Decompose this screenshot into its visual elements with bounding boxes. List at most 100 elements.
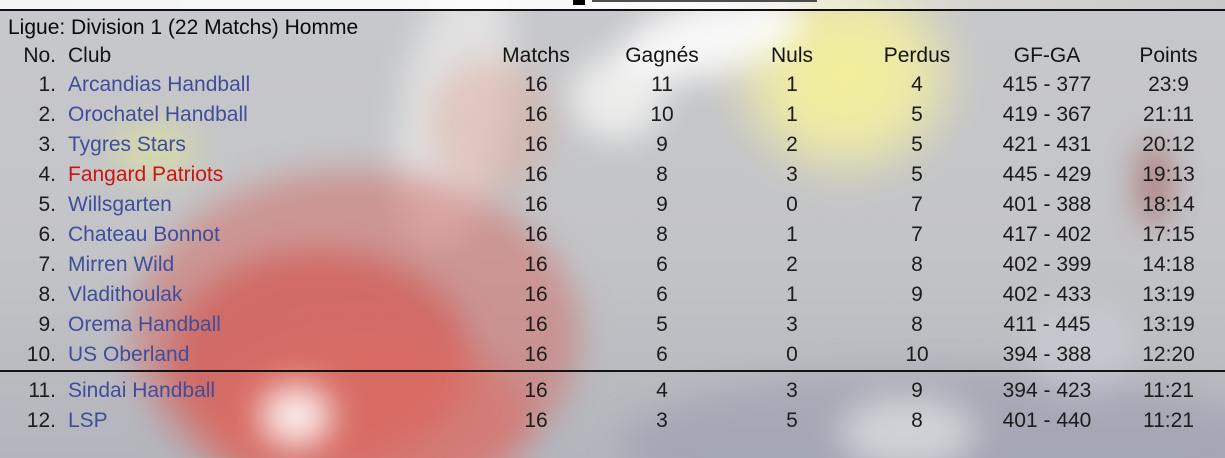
club-name-link[interactable]: Tygres Stars [68, 133, 186, 156]
club-name-link[interactable]: LSP [68, 409, 108, 432]
rank-cell: 10. [26, 343, 56, 366]
draws-cell: 3 [786, 313, 798, 336]
wins-cell: 6 [656, 283, 668, 306]
club-name-link[interactable]: Sindai Handball [68, 379, 216, 402]
goals-for-against-cell: 419 - 367 [1002, 103, 1092, 126]
matches-cell: 16 [524, 193, 548, 216]
relegation-separator-line [0, 370, 1225, 376]
losses-cell: 9 [911, 283, 923, 306]
matches-cell: 16 [524, 313, 548, 336]
losses-cell: 4 [911, 73, 923, 96]
header-perdus: Perdus [883, 44, 951, 67]
highlight-blob [110, 120, 200, 180]
table-row: 4. Fangard Patriots 16 8 3 5 445 - 429 1… [0, 160, 1225, 190]
club-name-link[interactable]: Orochatel Handball [68, 103, 248, 126]
rank-cell: 5. [38, 193, 56, 216]
league-table: Ligue: Division 1 (22 Matchs) Homme No. … [0, 13, 1225, 436]
losses-cell: 7 [911, 223, 923, 246]
losses-cell: 10 [905, 343, 929, 366]
header-club: Club [68, 44, 112, 67]
rank-cell: 11. [28, 379, 56, 402]
losses-cell: 8 [911, 409, 923, 432]
points-cell: 21:11 [1143, 103, 1194, 126]
header-no: No. [23, 44, 56, 67]
draws-cell: 1 [786, 103, 798, 126]
wins-cell: 9 [656, 133, 668, 156]
matches-cell: 16 [524, 283, 548, 306]
club-name-link[interactable]: Mirren Wild [68, 253, 175, 276]
draws-cell: 2 [786, 133, 798, 156]
rank-cell: 9. [38, 313, 56, 336]
points-cell: 17:15 [1142, 223, 1195, 246]
wins-cell: 6 [656, 343, 668, 366]
matches-cell: 16 [524, 379, 548, 402]
club-name-link[interactable]: US Oberland [68, 343, 190, 366]
header-gagnes: Gagnés [625, 44, 699, 67]
points-cell: 13:19 [1142, 283, 1195, 306]
losses-cell: 5 [911, 163, 923, 186]
jersey-number-blob [260, 385, 332, 447]
points-cell: 14:18 [1142, 253, 1195, 276]
goals-for-against-cell: 402 - 433 [1002, 283, 1092, 306]
losses-cell: 5 [911, 133, 923, 156]
wins-cell: 11 [651, 73, 673, 96]
table-row: 10. US Oberland 16 6 0 10 394 - 388 12:2… [0, 340, 1225, 370]
club-name-link[interactable]: Fangard Patriots [68, 163, 224, 186]
club-name-link[interactable]: Willsgarten [68, 193, 172, 216]
club-name-link[interactable]: Vladithoulak [68, 283, 183, 306]
header-matchs: Matchs [502, 44, 570, 67]
header-points: Points [1139, 44, 1198, 67]
rank-cell: 12. [26, 409, 56, 432]
table-row: 6. Chateau Bonnot 16 8 1 7 417 - 402 17:… [0, 220, 1225, 250]
wins-cell: 10 [650, 103, 674, 126]
club-name-link[interactable]: Arcandias Handball [68, 73, 251, 96]
club-name-link[interactable]: Chateau Bonnot [68, 223, 220, 246]
wins-cell: 5 [656, 313, 668, 336]
rank-cell: 8. [38, 283, 56, 306]
wins-cell: 3 [656, 409, 668, 432]
table-row: 1. Arcandias Handball 16 11 1 4 415 - 37… [0, 70, 1225, 100]
table-row: 8. Vladithoulak 16 6 1 9 402 - 433 13:19 [0, 280, 1225, 310]
losses-cell: 8 [911, 313, 923, 336]
rank-cell: 7. [38, 253, 56, 276]
matches-cell: 16 [524, 253, 548, 276]
table-row: 5. Willsgarten 16 9 0 7 401 - 388 18:14 [0, 190, 1225, 220]
highlight-blob [1020, 300, 1140, 395]
points-cell: 13:19 [1142, 313, 1195, 336]
top-strip-band [0, 0, 1225, 11]
losses-cell: 8 [911, 253, 923, 276]
goals-for-against-cell: 411 - 445 [1003, 313, 1091, 336]
highlight-blob [840, 395, 975, 458]
draws-cell: 1 [786, 73, 798, 96]
rank-cell: 6. [38, 223, 56, 246]
draws-cell: 1 [786, 283, 798, 306]
top-strip-tick [573, 0, 585, 5]
table-row: 3. Tygres Stars 16 9 2 5 421 - 431 20:12 [0, 130, 1225, 160]
goals-for-against-cell: 401 - 440 [1002, 409, 1092, 432]
goals-for-against-cell: 445 - 429 [1002, 163, 1092, 186]
losses-cell: 5 [911, 103, 923, 126]
club-name-link[interactable]: Orema Handball [68, 313, 221, 336]
rank-cell: 2. [38, 103, 56, 126]
table-body: 1. Arcandias Handball 16 11 1 4 415 - 37… [0, 70, 1225, 436]
matches-cell: 16 [524, 73, 548, 96]
draws-cell: 0 [786, 343, 798, 366]
table-header-row: No. Club Matchs Gagnés Nuls Perdus GF-GA… [0, 42, 1225, 70]
points-cell: 20:12 [1142, 133, 1195, 156]
player-hand-shape [430, 60, 550, 190]
draws-cell: 0 [786, 193, 798, 216]
table-row: 9. Orema Handball 16 5 3 8 411 - 445 13:… [0, 310, 1225, 340]
rank-cell: 4. [38, 163, 56, 186]
header-nuls: Nuls [770, 44, 813, 67]
draws-cell: 1 [786, 223, 798, 246]
wins-cell: 6 [656, 253, 668, 276]
matches-cell: 16 [524, 343, 548, 366]
goals-for-against-cell: 401 - 388 [1002, 193, 1092, 216]
matches-cell: 16 [524, 223, 548, 246]
table-row: 2. Orochatel Handball 16 10 1 5 419 - 36… [0, 100, 1225, 130]
background-smudge [1138, 140, 1170, 228]
top-strip [0, 0, 1225, 13]
rank-cell: 1. [38, 73, 56, 96]
